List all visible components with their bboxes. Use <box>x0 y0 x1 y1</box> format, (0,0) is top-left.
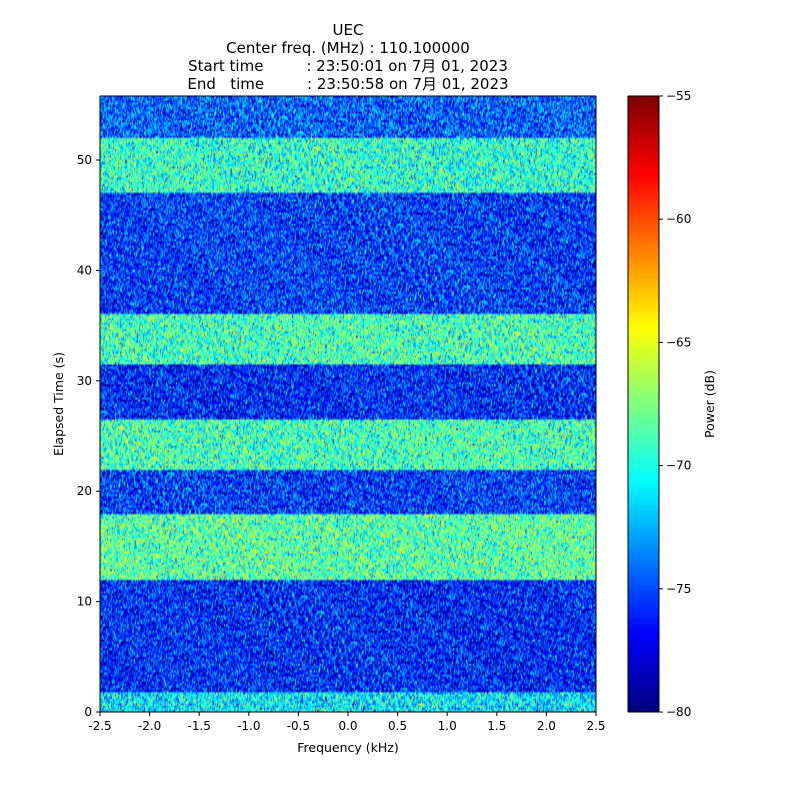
colorbar-tick-label: −70 <box>666 459 691 473</box>
title-line-3: Start time : 23:50:01 on 7月 01, 2023 <box>188 57 508 75</box>
x-tick-label: 2.5 <box>586 719 605 733</box>
x-tick-label: -1.0 <box>237 719 260 733</box>
chart-title: UEC Center freq. (MHz) : 110.100000 Star… <box>187 21 508 93</box>
title-line-2: Center freq. (MHz) : 110.100000 <box>226 39 470 57</box>
colorbar-ticks: −80 −75 −70 −65 −60 −55 <box>659 89 691 719</box>
y-tick-label: 50 <box>77 153 92 167</box>
y-tick-label: 10 <box>77 595 92 609</box>
y-axis-ticks: 0 10 20 30 40 50 <box>77 153 100 719</box>
colorbar-label: Power (dB) <box>702 370 717 438</box>
x-tick-label: 0.0 <box>338 719 357 733</box>
colorbar-tick-label: −75 <box>666 582 691 596</box>
y-axis-label: Elapsed Time (s) <box>51 352 66 456</box>
x-tick-label: 1.5 <box>487 719 506 733</box>
colorbar-tick-label: −65 <box>666 335 691 349</box>
x-tick-label: -2.0 <box>138 719 161 733</box>
colorbar-tick-label: −55 <box>666 89 691 103</box>
colorbar-frame <box>627 95 660 713</box>
spectrogram-heatmap <box>100 96 596 712</box>
colorbar: −80 −75 −70 −65 −60 −55 Power (dB) <box>627 89 717 719</box>
x-tick-label: -0.5 <box>287 719 310 733</box>
colorbar-tick-label: −80 <box>666 705 691 719</box>
x-tick-label: 2.0 <box>537 719 556 733</box>
x-tick-label: 1.0 <box>438 719 457 733</box>
y-tick-label: 40 <box>77 263 92 277</box>
x-axis-label: Frequency (kHz) <box>297 740 399 755</box>
plot-area <box>99 95 597 713</box>
colorbar-gradient <box>628 96 659 712</box>
x-axis-ticks: -2.5 -2.0 -1.5 -1.0 -0.5 0.0 0.5 1.0 1.5 2.0 2.5 <box>88 712 606 733</box>
title-line-1: UEC <box>333 21 364 39</box>
x-tick-label: -2.5 <box>88 719 111 733</box>
title-line-4: End time : 23:50:58 on 7月 01, 2023 <box>187 75 508 93</box>
x-tick-label: -1.5 <box>187 719 210 733</box>
y-tick-label: 20 <box>77 484 92 498</box>
x-tick-label: 0.5 <box>388 719 407 733</box>
y-tick-label: 0 <box>84 705 92 719</box>
colorbar-tick-label: −60 <box>666 212 691 226</box>
y-tick-label: 30 <box>77 374 92 388</box>
